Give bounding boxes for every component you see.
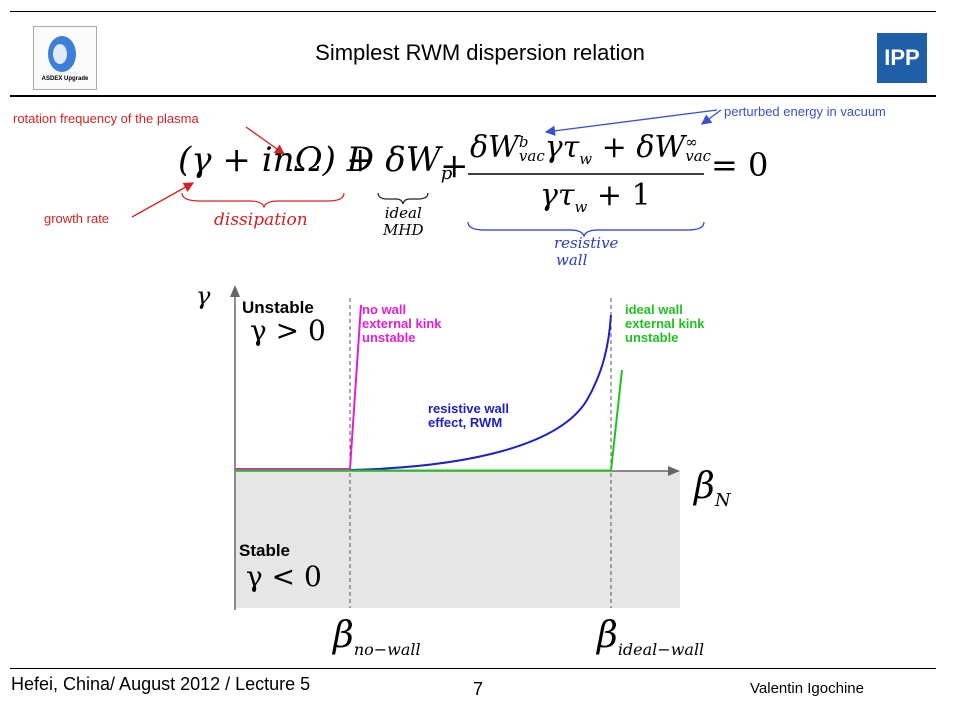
- rotation-arrow: [245, 126, 286, 155]
- equation-denominator: γτw + 1: [540, 178, 651, 216]
- vacuum-energy-annotation: perturbed energy in vacuum: [724, 104, 886, 119]
- asdex-logo-text: ASDEX Upgrade: [41, 76, 89, 82]
- top-rule: [10, 11, 936, 12]
- vacuum-arrow-left: [544, 109, 718, 136]
- y-axis-label: γ: [196, 282, 211, 310]
- dissipation-brace: [181, 192, 345, 209]
- page-title: Simplest RWM dispersion relation: [315, 40, 645, 65]
- rwm-label: resistive wall effect, RWM: [428, 401, 509, 430]
- beta-ideal-wall-label: βideal−wall: [597, 615, 705, 660]
- resistive-wall-label: resistive wall: [554, 234, 619, 269]
- footer-left: Hefei, China/ August 2012 / Lecture 5: [11, 674, 311, 694]
- asdex-logo-icon: [48, 36, 76, 72]
- annotation-arrows: [131, 109, 722, 238]
- rwm-curve: [349, 314, 612, 471]
- asdex-logo: ASDEX Upgrade: [33, 26, 97, 90]
- ipp-logo: IPP: [877, 33, 927, 83]
- rotation-annotation: rotation frequency of the plasma: [13, 111, 199, 126]
- ideal-wall-curve: [235, 369, 623, 472]
- beta-no-wall-label: βno−wall: [333, 615, 421, 660]
- equation-numerator: δW b vac γτw + δW ∞ vac: [470, 130, 712, 168]
- no-wall-label: no wall external kink unstable: [362, 302, 442, 345]
- vacuum-arrow-right: [700, 109, 722, 125]
- equation-equals: = 0: [711, 146, 769, 184]
- growth-rate-annotation: growth rate: [44, 211, 110, 226]
- footer-rule: [10, 668, 936, 669]
- stable-region: [235, 471, 680, 608]
- y-axis-arrow: [230, 285, 240, 297]
- growth-arrow: [131, 182, 195, 218]
- dissipation-label: dissipation: [214, 210, 308, 230]
- footer-author: Valentin Igochine: [750, 680, 864, 697]
- equation-plus: +: [440, 146, 469, 186]
- stable-condition: γ < 0: [246, 560, 322, 593]
- stable-title: Stable: [239, 541, 291, 560]
- ideal-mhd-brace: [377, 192, 429, 205]
- ipp-logo-text: IPP: [884, 45, 920, 70]
- unstable-condition: γ > 0: [250, 314, 326, 347]
- unstable-title: Unstable: [242, 298, 314, 317]
- x-axis-arrow: [668, 466, 680, 476]
- equation-term2: + δWp: [346, 140, 453, 184]
- ideal-wall-label: ideal wall external kink unstable: [625, 302, 705, 345]
- header-rule: [10, 95, 936, 97]
- page-number: 7: [473, 679, 484, 699]
- equation-term1: (γ + inΩ) D: [178, 140, 374, 180]
- resistive-wall-brace: [467, 221, 705, 238]
- x-axis-label: βN: [694, 466, 731, 512]
- ideal-mhd-label: ideal MHD: [383, 204, 424, 239]
